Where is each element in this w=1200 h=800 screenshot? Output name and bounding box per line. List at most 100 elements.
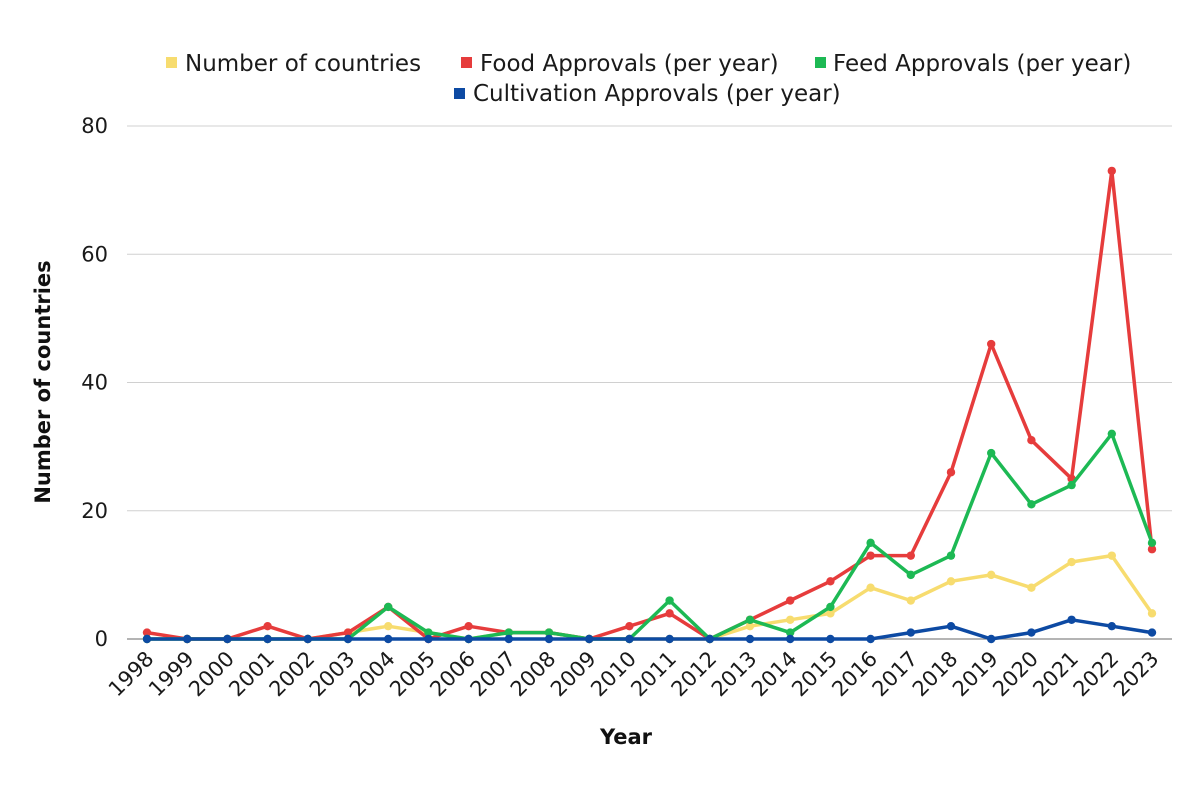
y-tick-label-40: 40 — [81, 371, 108, 395]
x-tick-label-2023: 2023 — [1109, 647, 1164, 702]
point-cultivation-approvals-2002[interactable] — [303, 634, 312, 644]
point-cultivation-approvals-2000[interactable] — [223, 634, 232, 644]
point-feed-approvals-2014[interactable] — [786, 628, 795, 637]
point-cultivation-approvals-1999[interactable] — [183, 634, 192, 644]
point-feed-approvals-2005[interactable] — [424, 628, 433, 637]
x-tick-label-2001: 2001 — [224, 647, 279, 702]
series-food-approvals — [142, 166, 1157, 644]
point-cultivation-approvals-2005[interactable] — [424, 634, 433, 644]
point-cultivation-approvals-2011[interactable] — [665, 634, 674, 644]
point-feed-approvals-2011[interactable] — [665, 596, 674, 605]
point-cultivation-approvals-2008[interactable] — [544, 634, 554, 644]
point-number-of-countries-2014[interactable] — [786, 615, 795, 624]
point-food-approvals-2017[interactable] — [906, 551, 915, 560]
legend-item-food-approvals[interactable]: Food Approvals (per year) — [461, 51, 779, 77]
point-cultivation-approvals-2001[interactable] — [263, 634, 272, 644]
point-feed-approvals-2004[interactable] — [384, 602, 393, 612]
point-cultivation-approvals-2018[interactable] — [946, 621, 956, 631]
y-axis-title: Number of countries — [31, 260, 55, 503]
point-food-approvals-2016[interactable] — [866, 551, 875, 560]
point-cultivation-approvals-2007[interactable] — [504, 634, 513, 644]
legend-item-number-of-countries[interactable]: Number of countries — [166, 51, 421, 77]
point-food-approvals-2019[interactable] — [987, 339, 996, 349]
point-feed-approvals-2019[interactable] — [987, 448, 996, 458]
y-axis-ticks: 0 20 40 60 80 — [81, 114, 108, 651]
point-cultivation-approvals-1998[interactable] — [142, 634, 152, 644]
point-cultivation-approvals-2015[interactable] — [826, 634, 835, 644]
point-food-approvals-2020[interactable] — [1027, 436, 1036, 445]
point-feed-approvals-2021[interactable] — [1067, 480, 1076, 490]
point-cultivation-approvals-2020[interactable] — [1027, 628, 1036, 637]
point-cultivation-approvals-2013[interactable] — [745, 634, 755, 644]
x-tick-label-2010: 2010 — [586, 647, 641, 702]
point-feed-approvals-2008[interactable] — [544, 628, 554, 637]
point-cultivation-approvals-2004[interactable] — [384, 634, 393, 644]
point-food-approvals-1998[interactable] — [142, 628, 152, 637]
series-line-cultivation-approvals — [145, 618, 1154, 641]
point-number-of-countries-2016[interactable] — [866, 583, 875, 592]
point-cultivation-approvals-2017[interactable] — [906, 628, 915, 637]
point-food-approvals-2023[interactable] — [1147, 545, 1157, 554]
point-number-of-countries-2020[interactable] — [1027, 583, 1036, 592]
point-cultivation-approvals-2012[interactable] — [705, 634, 714, 644]
x-tick-label-2020: 2020 — [988, 647, 1043, 702]
x-tick-label-2013: 2013 — [707, 647, 762, 702]
legend-swatch-food-approvals — [461, 57, 472, 68]
point-number-of-countries-2021[interactable] — [1067, 557, 1076, 567]
series-number-of-countries — [142, 551, 1157, 644]
point-number-of-countries-2004[interactable] — [384, 621, 393, 631]
point-number-of-countries-2013[interactable] — [745, 621, 755, 631]
x-tick-label-2005: 2005 — [385, 647, 440, 702]
point-feed-approvals-2020[interactable] — [1027, 500, 1036, 509]
point-cultivation-approvals-2003[interactable] — [343, 634, 353, 644]
point-food-approvals-2015[interactable] — [826, 577, 835, 586]
point-cultivation-approvals-2009[interactable] — [585, 634, 594, 644]
point-cultivation-approvals-2016[interactable] — [866, 634, 875, 644]
point-cultivation-approvals-2021[interactable] — [1067, 615, 1076, 624]
point-cultivation-approvals-2014[interactable] — [786, 634, 795, 644]
point-food-approvals-2010[interactable] — [625, 621, 634, 631]
point-number-of-countries-2022[interactable] — [1107, 551, 1117, 560]
x-tick-label-2008: 2008 — [506, 647, 561, 702]
legend-label-number-of-countries: Number of countries — [185, 51, 421, 77]
point-food-approvals-2014[interactable] — [786, 596, 795, 605]
point-feed-approvals-2013[interactable] — [745, 615, 755, 624]
point-food-approvals-2003[interactable] — [343, 628, 353, 637]
x-tick-label-1999: 1999 — [144, 647, 199, 702]
x-tick-label-2017: 2017 — [868, 647, 923, 702]
x-tick-label-2004: 2004 — [345, 647, 400, 702]
x-tick-label-2011: 2011 — [626, 647, 681, 702]
point-cultivation-approvals-2022[interactable] — [1107, 621, 1117, 631]
point-feed-approvals-2017[interactable] — [906, 570, 915, 580]
point-feed-approvals-2023[interactable] — [1147, 538, 1157, 548]
point-food-approvals-2022[interactable] — [1107, 166, 1117, 176]
legend-item-cultivation-approvals[interactable]: Cultivation Approvals (per year) — [454, 81, 841, 107]
point-cultivation-approvals-2006[interactable] — [464, 634, 473, 644]
point-food-approvals-2001[interactable] — [263, 621, 272, 631]
point-feed-approvals-2022[interactable] — [1107, 429, 1117, 438]
legend-swatch-number-of-countries — [166, 57, 177, 68]
legend-item-feed-approvals[interactable]: Feed Approvals (per year) — [815, 51, 1131, 77]
point-food-approvals-2018[interactable] — [946, 468, 956, 477]
x-tick-label-2003: 2003 — [305, 647, 360, 702]
x-tick-label-2016: 2016 — [827, 647, 882, 702]
point-food-approvals-2006[interactable] — [464, 621, 473, 631]
point-number-of-countries-2017[interactable] — [906, 596, 915, 605]
point-feed-approvals-2016[interactable] — [866, 538, 875, 548]
series-line-food-approvals — [145, 169, 1154, 641]
point-feed-approvals-2007[interactable] — [504, 628, 513, 637]
point-feed-approvals-2015[interactable] — [826, 602, 835, 612]
point-number-of-countries-2023[interactable] — [1147, 609, 1157, 618]
point-number-of-countries-2018[interactable] — [946, 577, 956, 586]
point-feed-approvals-2018[interactable] — [946, 551, 956, 560]
point-number-of-countries-2015[interactable] — [826, 609, 835, 618]
point-cultivation-approvals-2019[interactable] — [987, 634, 996, 644]
legend-swatch-feed-approvals — [815, 57, 826, 68]
point-food-approvals-2011[interactable] — [665, 609, 674, 618]
point-number-of-countries-2019[interactable] — [987, 570, 996, 580]
point-cultivation-approvals-2010[interactable] — [625, 634, 634, 644]
point-cultivation-approvals-2023[interactable] — [1147, 628, 1157, 637]
y-tick-label-20: 20 — [81, 499, 108, 523]
x-tick-label-2015: 2015 — [787, 647, 842, 702]
